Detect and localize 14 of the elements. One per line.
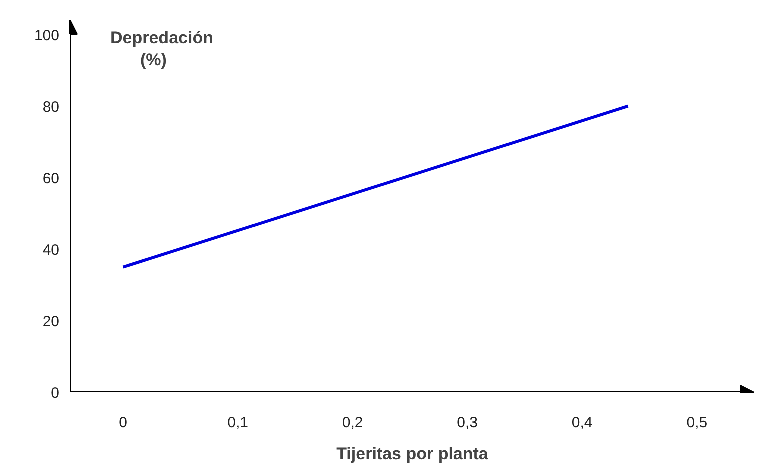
x-tick-label: 0,3 (457, 414, 478, 432)
x-tick-label: 0,4 (572, 414, 593, 432)
x-tick-label: 0,2 (342, 414, 364, 432)
x-tick-label: 0 (119, 414, 128, 432)
y-tick-label: 20 (42, 313, 60, 330)
x-tick-label: 0,5 (686, 414, 708, 432)
y-tick-label: 80 (42, 98, 60, 116)
y-tick-label: 40 (42, 242, 60, 259)
y-tick-label: 0 (51, 385, 60, 402)
x-axis-title: Tijeritas por planta (336, 444, 489, 464)
y-axis-title: Depredación (%) (110, 28, 214, 70)
y-tick-label: 60 (42, 170, 60, 188)
y-tick-label: 100 (34, 27, 60, 44)
x-tick-label: 0,1 (228, 414, 248, 432)
